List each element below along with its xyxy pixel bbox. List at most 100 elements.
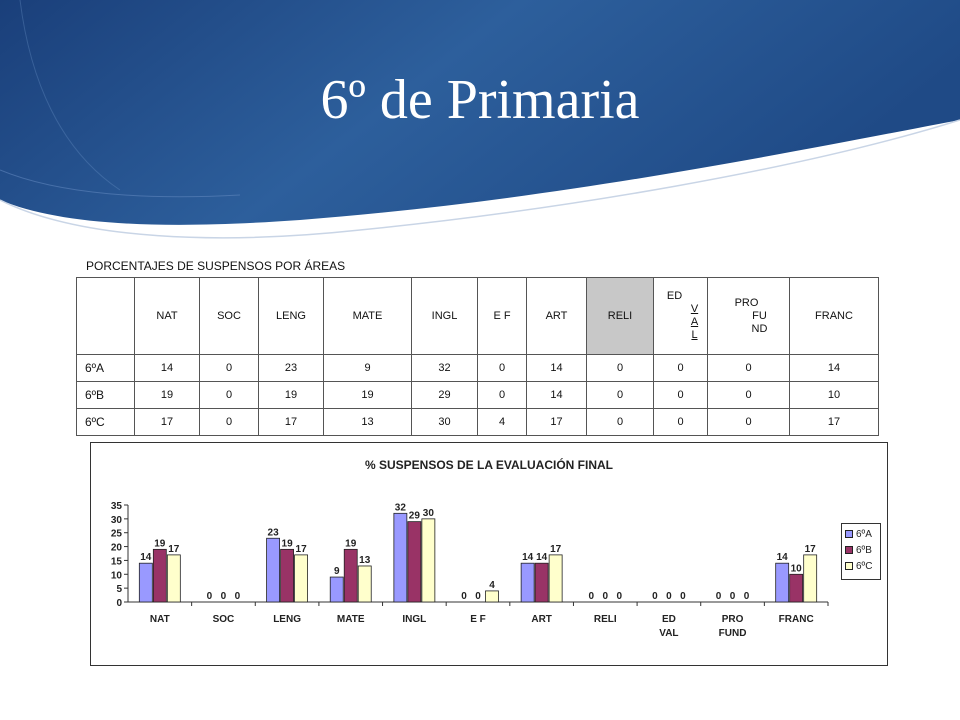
data-label: 19 bbox=[282, 538, 294, 549]
x-tick-label-line: LENG bbox=[273, 614, 301, 625]
table-cell: 0 bbox=[477, 381, 527, 409]
data-label: 0 bbox=[680, 591, 686, 602]
column-header: INGL bbox=[411, 277, 478, 355]
x-tick-label: SOC bbox=[213, 614, 235, 625]
data-label: 0 bbox=[730, 591, 736, 602]
table-cell: 30 bbox=[411, 408, 478, 436]
column-header-line: FU bbox=[752, 309, 767, 322]
table-cell: 32 bbox=[411, 354, 478, 382]
table-cell: 0 bbox=[653, 354, 708, 382]
table-cell: 19 bbox=[323, 381, 412, 409]
header-banner bbox=[0, 0, 960, 239]
bar bbox=[138, 562, 153, 603]
table-cell: 0 bbox=[707, 354, 790, 382]
bar bbox=[152, 548, 167, 603]
x-tick-label-line: E F bbox=[470, 614, 486, 625]
bar bbox=[520, 562, 535, 603]
legend-item: 6ºC bbox=[845, 561, 872, 575]
row-label: 6ºC bbox=[76, 408, 135, 436]
bar bbox=[534, 562, 549, 603]
bar bbox=[393, 512, 408, 603]
table-row: 6ºA 14 0 23 9 32 0 14 0 0 0 14 bbox=[76, 354, 879, 382]
table-cell: 17 bbox=[258, 408, 324, 436]
bar bbox=[280, 548, 294, 603]
data-label: 0 bbox=[716, 591, 722, 602]
table-cell: 0 bbox=[707, 408, 790, 436]
table-cell: 19 bbox=[134, 381, 200, 409]
chart-container: % SUSPENSOS DE LA EVALUACIÓN FINAL 0 5 10 1… bbox=[90, 442, 888, 666]
y-tick-label: 30 bbox=[111, 515, 123, 526]
x-tick-label: RELI bbox=[594, 614, 617, 625]
data-label: 9 bbox=[334, 566, 340, 577]
table-cell: 10 bbox=[789, 381, 879, 409]
table-cell: 9 bbox=[323, 354, 412, 382]
data-label: 0 bbox=[652, 591, 658, 602]
data-label: 0 bbox=[235, 591, 241, 602]
legend-label: 6ºC bbox=[856, 561, 873, 572]
table-cell: 0 bbox=[199, 381, 259, 409]
table-cell: 17 bbox=[789, 408, 879, 436]
table-cell: 0 bbox=[653, 381, 708, 409]
y-tick-label: 5 bbox=[116, 584, 122, 595]
column-header: SOC bbox=[199, 277, 259, 355]
table-cell: 14 bbox=[526, 354, 587, 382]
x-tick-label-line: SOC bbox=[213, 614, 235, 625]
bar bbox=[294, 554, 308, 603]
column-header: ED V A L bbox=[653, 277, 708, 355]
table-cell: 0 bbox=[707, 381, 790, 409]
x-tick-label: NAT bbox=[150, 614, 170, 625]
x-tick-label-line: FUND bbox=[719, 628, 747, 639]
data-label: 0 bbox=[207, 591, 213, 602]
column-header: E F bbox=[477, 277, 527, 355]
column-header: ART bbox=[526, 277, 587, 355]
data-label: 17 bbox=[550, 544, 562, 555]
legend-swatch bbox=[845, 530, 853, 539]
bar bbox=[789, 573, 804, 603]
data-label: 0 bbox=[221, 591, 227, 602]
slide-title: 6º de Primaria bbox=[320, 69, 640, 131]
table-row: 6ºC 17 0 17 13 30 4 17 0 0 0 17 bbox=[76, 408, 879, 436]
data-label: 0 bbox=[588, 591, 594, 602]
data-label: 0 bbox=[666, 591, 672, 602]
bar bbox=[485, 590, 499, 603]
data-label: 30 bbox=[423, 508, 435, 519]
bar bbox=[166, 554, 181, 603]
legend-swatch bbox=[845, 562, 853, 571]
data-label: 17 bbox=[296, 544, 308, 555]
x-tick-label: INGL bbox=[402, 614, 426, 625]
table-cell: 23 bbox=[258, 354, 324, 382]
data-label: 19 bbox=[154, 538, 166, 549]
table-cell: 0 bbox=[653, 408, 708, 436]
data-label: 0 bbox=[475, 591, 481, 602]
column-header-line: L bbox=[691, 329, 698, 341]
table-cell: 0 bbox=[199, 354, 259, 382]
data-label: 13 bbox=[359, 555, 371, 566]
bar bbox=[329, 576, 344, 603]
table-cell: 0 bbox=[586, 354, 654, 382]
x-tick-label-line: FRANC bbox=[779, 614, 814, 625]
data-label: 0 bbox=[461, 591, 467, 602]
x-tick-label: ED VAL bbox=[659, 614, 678, 639]
data-label: 14 bbox=[536, 552, 548, 563]
column-header-line: A bbox=[690, 316, 699, 328]
x-tick-label: E F bbox=[470, 614, 486, 625]
chart-title: % SUSPENSOS DE LA EVALUACIÓN FINAL bbox=[364, 458, 614, 472]
x-tick-label-line: ART bbox=[531, 614, 552, 625]
column-header: PRO FU ND bbox=[707, 277, 790, 355]
bar bbox=[421, 518, 436, 603]
table-cell: 17 bbox=[526, 408, 587, 436]
table-cell: 29 bbox=[411, 381, 478, 409]
data-label: 14 bbox=[522, 552, 534, 563]
data-label: 32 bbox=[395, 502, 407, 513]
table-cell: 17 bbox=[134, 408, 200, 436]
y-tick-label: 20 bbox=[111, 543, 123, 554]
column-header-line: ND bbox=[751, 322, 768, 335]
column-header: RELI bbox=[586, 277, 654, 355]
bar bbox=[343, 548, 358, 603]
table-cell: 0 bbox=[586, 408, 654, 436]
bar bbox=[548, 554, 563, 603]
data-label: 0 bbox=[616, 591, 622, 602]
x-tick-label-line: INGL bbox=[402, 614, 426, 625]
data-label: 19 bbox=[345, 538, 357, 549]
